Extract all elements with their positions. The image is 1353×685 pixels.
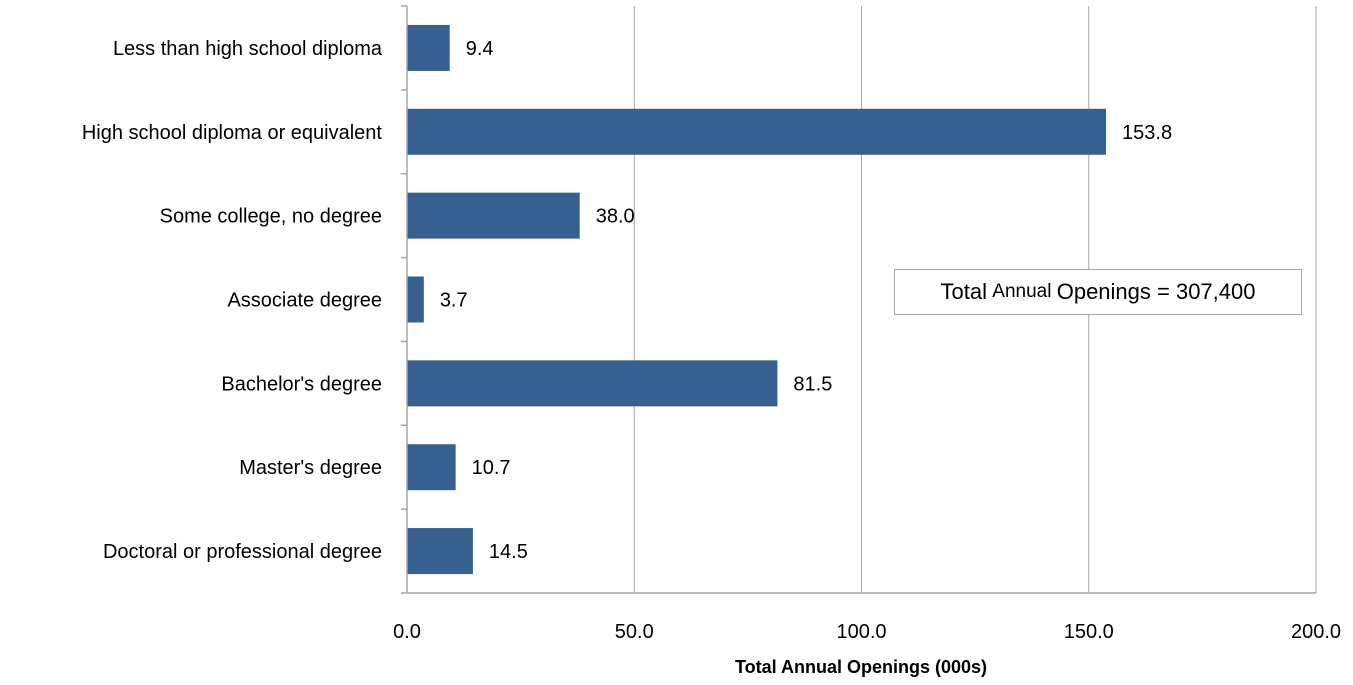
category-labels: Less than high school diploma High school… <box>82 38 383 563</box>
bar <box>407 528 473 575</box>
data-label: 14.5 <box>489 541 528 563</box>
data-label: 10.7 <box>472 457 511 479</box>
bar <box>407 444 456 491</box>
bar <box>407 276 424 323</box>
category-label: Associate degree <box>227 290 382 312</box>
bar <box>407 360 778 407</box>
axes <box>401 5 1316 594</box>
annotation-suffix: Openings = 307,400 <box>1056 279 1256 304</box>
data-label: 9.4 <box>466 38 494 60</box>
category-label: High school diploma or equivalent <box>82 122 383 144</box>
category-label: Bachelor's degree <box>221 373 382 395</box>
bars <box>407 24 1107 575</box>
data-label: 3.7 <box>440 290 468 312</box>
category-label: Less than high school diploma <box>113 38 383 60</box>
data-label: 81.5 <box>793 373 832 395</box>
total-openings-annotation: Total Annual Openings = 307,400 <box>894 269 1302 315</box>
bar <box>407 24 450 71</box>
x-tick-label: 50.0 <box>615 621 654 643</box>
bar <box>407 108 1107 155</box>
data-label: 153.8 <box>1122 122 1172 144</box>
x-tick-label: 0.0 <box>393 621 421 643</box>
annotation-prefix: Total <box>940 279 987 304</box>
x-axis-title: Total Annual Openings (000s) <box>735 657 987 677</box>
data-label: 38.0 <box>596 206 635 228</box>
category-label: Doctoral or professional degree <box>103 541 382 563</box>
category-label: Master's degree <box>239 457 382 479</box>
category-label: Some college, no degree <box>160 206 382 228</box>
x-tick-labels: 0.0 50.0 100.0 150.0 200.0 <box>393 621 1341 643</box>
value-labels: 9.4 153.8 38.0 3.7 81.5 10.7 14.5 <box>440 38 1172 563</box>
x-tick-label: 100.0 <box>836 621 886 643</box>
x-tick-label: 150.0 <box>1064 621 1114 643</box>
x-tick-label: 200.0 <box>1291 621 1341 643</box>
annotation-middle-text: Annual <box>992 281 1052 302</box>
bar <box>407 192 580 239</box>
annotation-middle: Annual <box>987 281 1057 303</box>
